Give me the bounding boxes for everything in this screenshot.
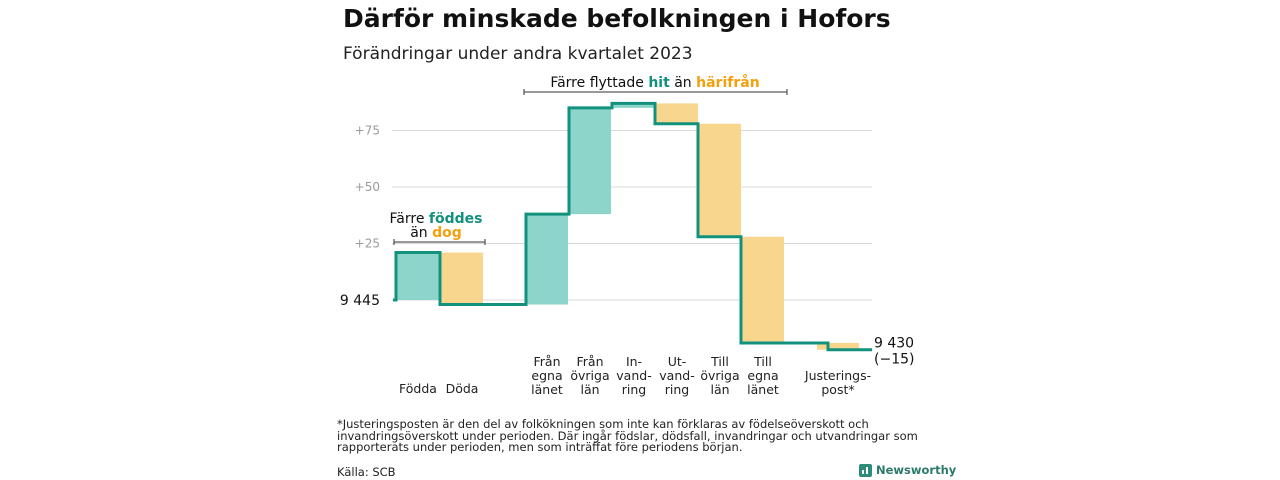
category-label: övriga: [700, 368, 739, 383]
category-label: Till: [710, 354, 729, 369]
step-line: [393, 101, 872, 352]
waterfall-bar: [397, 252, 439, 300]
end-change-label: (−15): [874, 352, 914, 368]
category-label: Justerings-: [804, 368, 871, 383]
annotation-text: Färre flyttade: [550, 75, 648, 91]
y-tick-label: +75: [355, 124, 380, 138]
newsworthy-icon: [859, 463, 872, 477]
footnote: *Justeringsposten är den del av folkökni…: [337, 417, 918, 454]
start-value-label: 9 445: [340, 293, 380, 309]
migration-annotation: Färre flyttade hit än härifrån: [550, 74, 759, 91]
waterfall-bar: [441, 252, 483, 305]
y-tick-label: +50: [355, 180, 380, 194]
waterfall-bar: [699, 123, 741, 237]
category-label: In-: [626, 354, 642, 369]
category-label: vand-: [616, 368, 651, 383]
category-label: vand-: [659, 368, 694, 383]
bars: [397, 103, 859, 350]
waterfall-bar: [613, 103, 655, 108]
brand-name: Newsworthy: [876, 463, 957, 477]
category-label: län: [580, 382, 599, 397]
newsworthy-logo: Newsworthy: [859, 463, 956, 477]
category-label: post*: [821, 382, 854, 397]
category-label: Från: [576, 354, 603, 369]
births-annotation-line2: än dog: [410, 225, 462, 241]
category-label: länet: [531, 382, 563, 397]
waterfall-bar: [526, 214, 568, 305]
category-label: övriga: [570, 368, 609, 383]
annotation-text: än: [410, 225, 432, 241]
category-label: egna: [747, 368, 778, 383]
waterfall-bar: [742, 236, 784, 343]
category-label: Födda: [399, 381, 437, 396]
source-label: Källa: SCB: [337, 465, 396, 479]
category-label: ring: [665, 382, 689, 397]
category-label: egna: [531, 368, 562, 383]
waterfall-bar: [569, 107, 611, 215]
cumulative-step-line: [393, 101, 872, 352]
category-label: Ut-: [668, 354, 687, 369]
category-label: ring: [622, 382, 646, 397]
waterfall-bar: [656, 103, 698, 124]
annotation-highlight-born: föddes: [429, 211, 483, 227]
annotation-highlight-died: dog: [432, 225, 462, 241]
category-label: länet: [747, 382, 779, 397]
category-label: Till: [753, 354, 772, 369]
annotation-highlight-harifran: härifrån: [696, 74, 760, 91]
annotation-highlight-hit: hit: [648, 75, 670, 91]
category-label: Döda: [446, 381, 479, 396]
category-label: län: [710, 382, 729, 397]
annotation-text: än: [670, 75, 696, 91]
category-label: Från: [533, 354, 560, 369]
annotation-text: Färre: [390, 211, 429, 227]
y-tick-label: +25: [355, 237, 380, 251]
waterfall-bar: [817, 342, 859, 350]
end-value-label: 9 430: [874, 336, 914, 352]
chart-subtitle: Förändringar under andra kvartalet 2023: [343, 44, 693, 64]
chart-title: Därför minskade befolkningen i Hofors: [343, 4, 891, 33]
births-annotation-line1: Färre föddes: [390, 211, 483, 227]
